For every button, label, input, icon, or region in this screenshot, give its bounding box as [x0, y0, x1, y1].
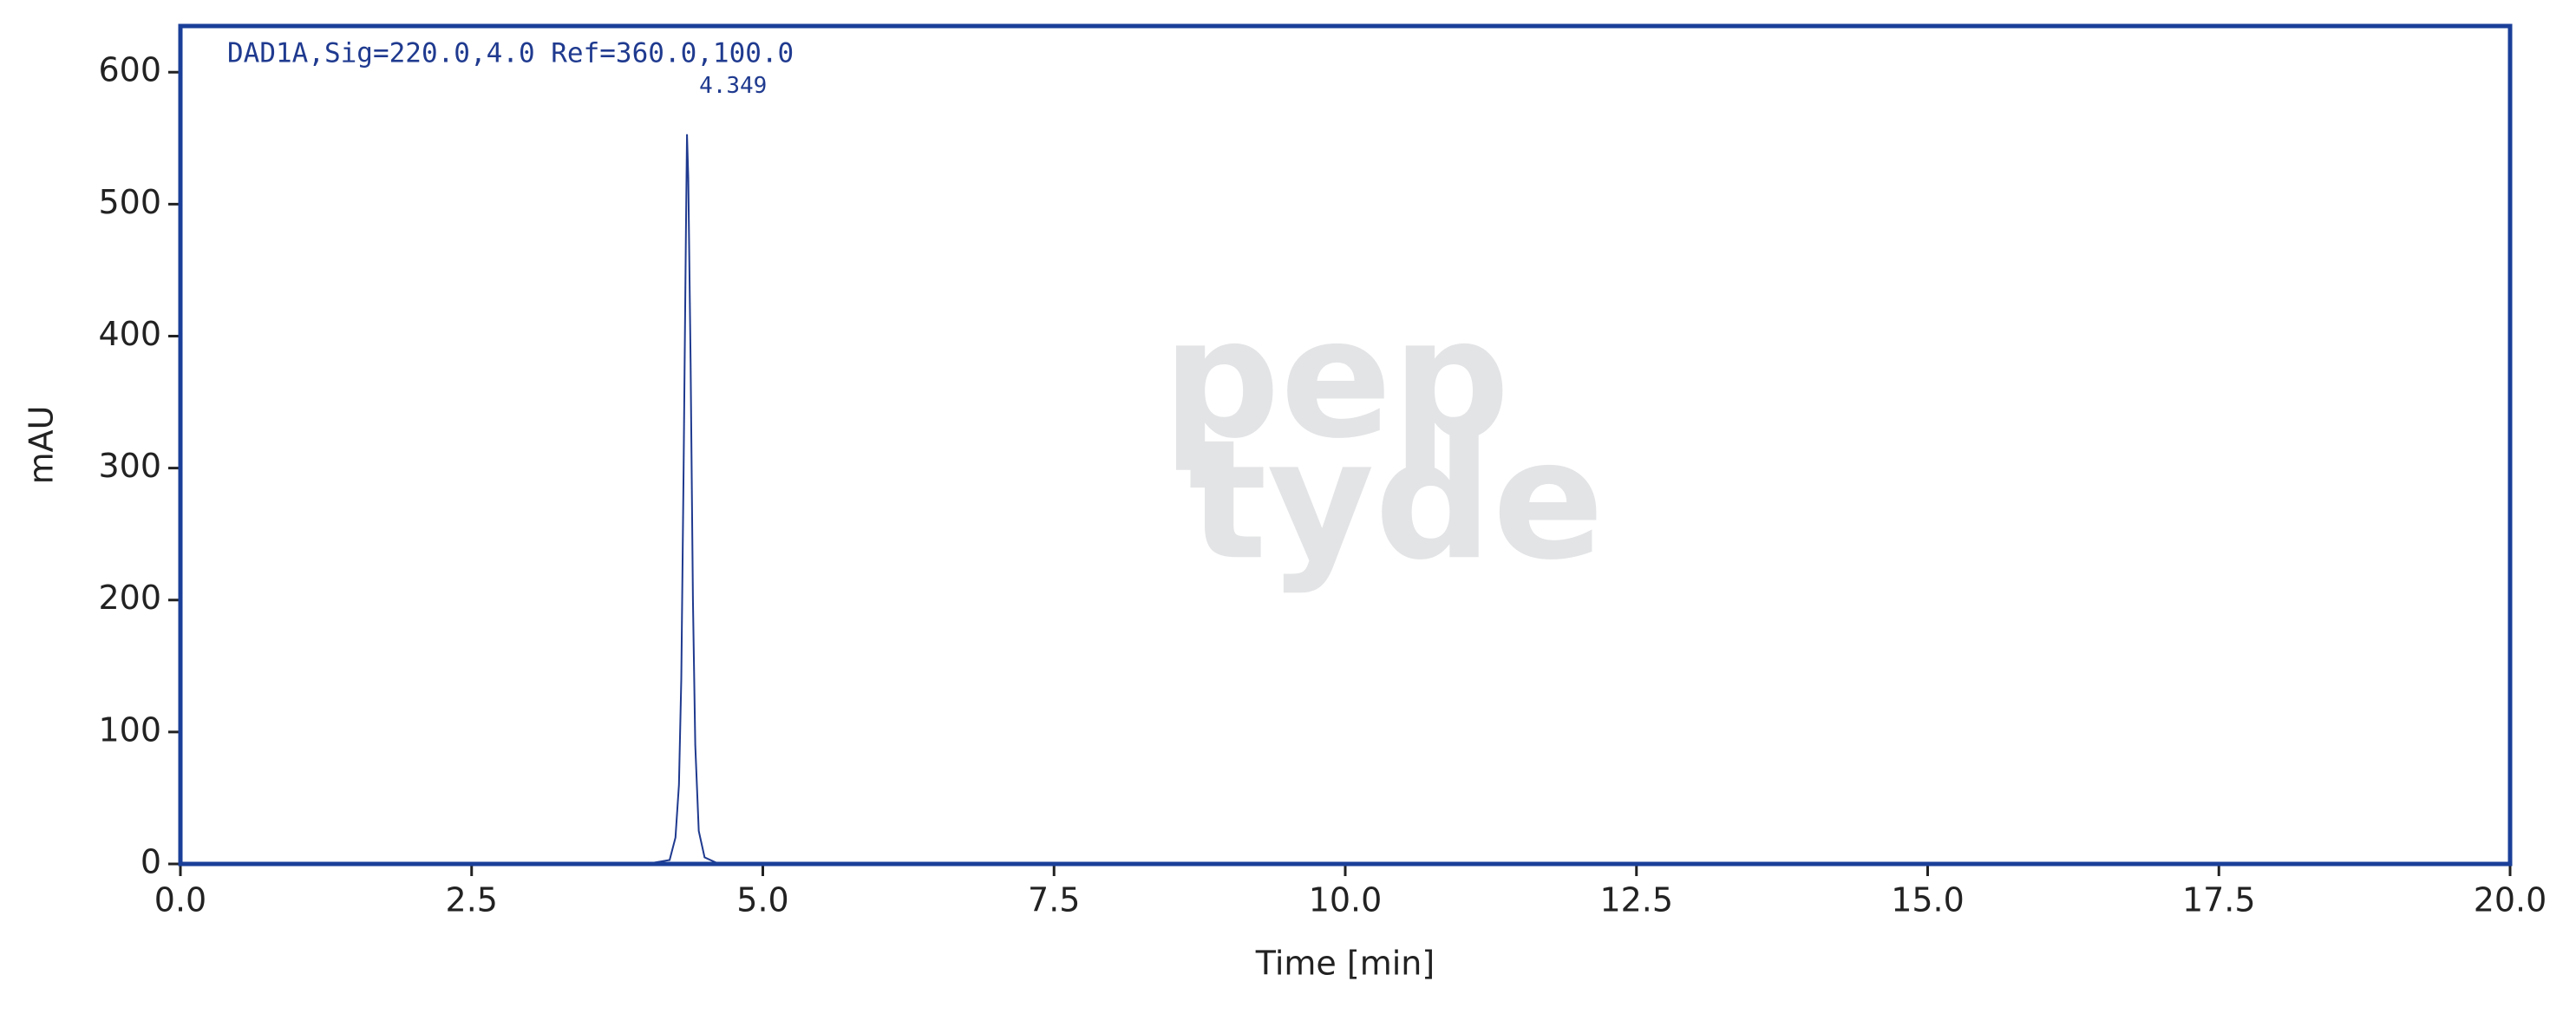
y-tick-label: 600	[98, 51, 161, 89]
x-tick-label: 2.5	[446, 881, 498, 919]
peak-label: 4.349	[699, 73, 767, 99]
y-tick-label: 500	[98, 183, 161, 221]
watermark: pep	[1162, 283, 1510, 474]
x-tick-label: 10.0	[1309, 881, 1383, 919]
y-tick-label: 300	[98, 447, 161, 485]
x-tick-label: 0.0	[154, 881, 206, 919]
x-tick-label: 7.5	[1028, 881, 1080, 919]
y-tick-label: 0	[141, 843, 161, 881]
y-tick-label: 200	[98, 579, 161, 617]
y-axis-label: mAU	[23, 406, 61, 485]
y-tick-label: 100	[98, 710, 161, 749]
x-tick-label: 12.5	[1599, 881, 1673, 919]
x-tick-label: 15.0	[1891, 881, 1965, 919]
frame	[178, 23, 2513, 867]
x-tick-label: 20.0	[2474, 881, 2547, 919]
x-tick-label: 17.5	[2182, 881, 2256, 919]
x-tick-label: 5.0	[736, 881, 788, 919]
y-tick-label: 400	[98, 315, 161, 353]
watermark: tyde	[1188, 404, 1605, 596]
x-axis-label: Time [min]	[1255, 945, 1435, 983]
header: DAD1A,Sig=220.0,4.0 Ref=360.0,100.0	[227, 38, 794, 69]
